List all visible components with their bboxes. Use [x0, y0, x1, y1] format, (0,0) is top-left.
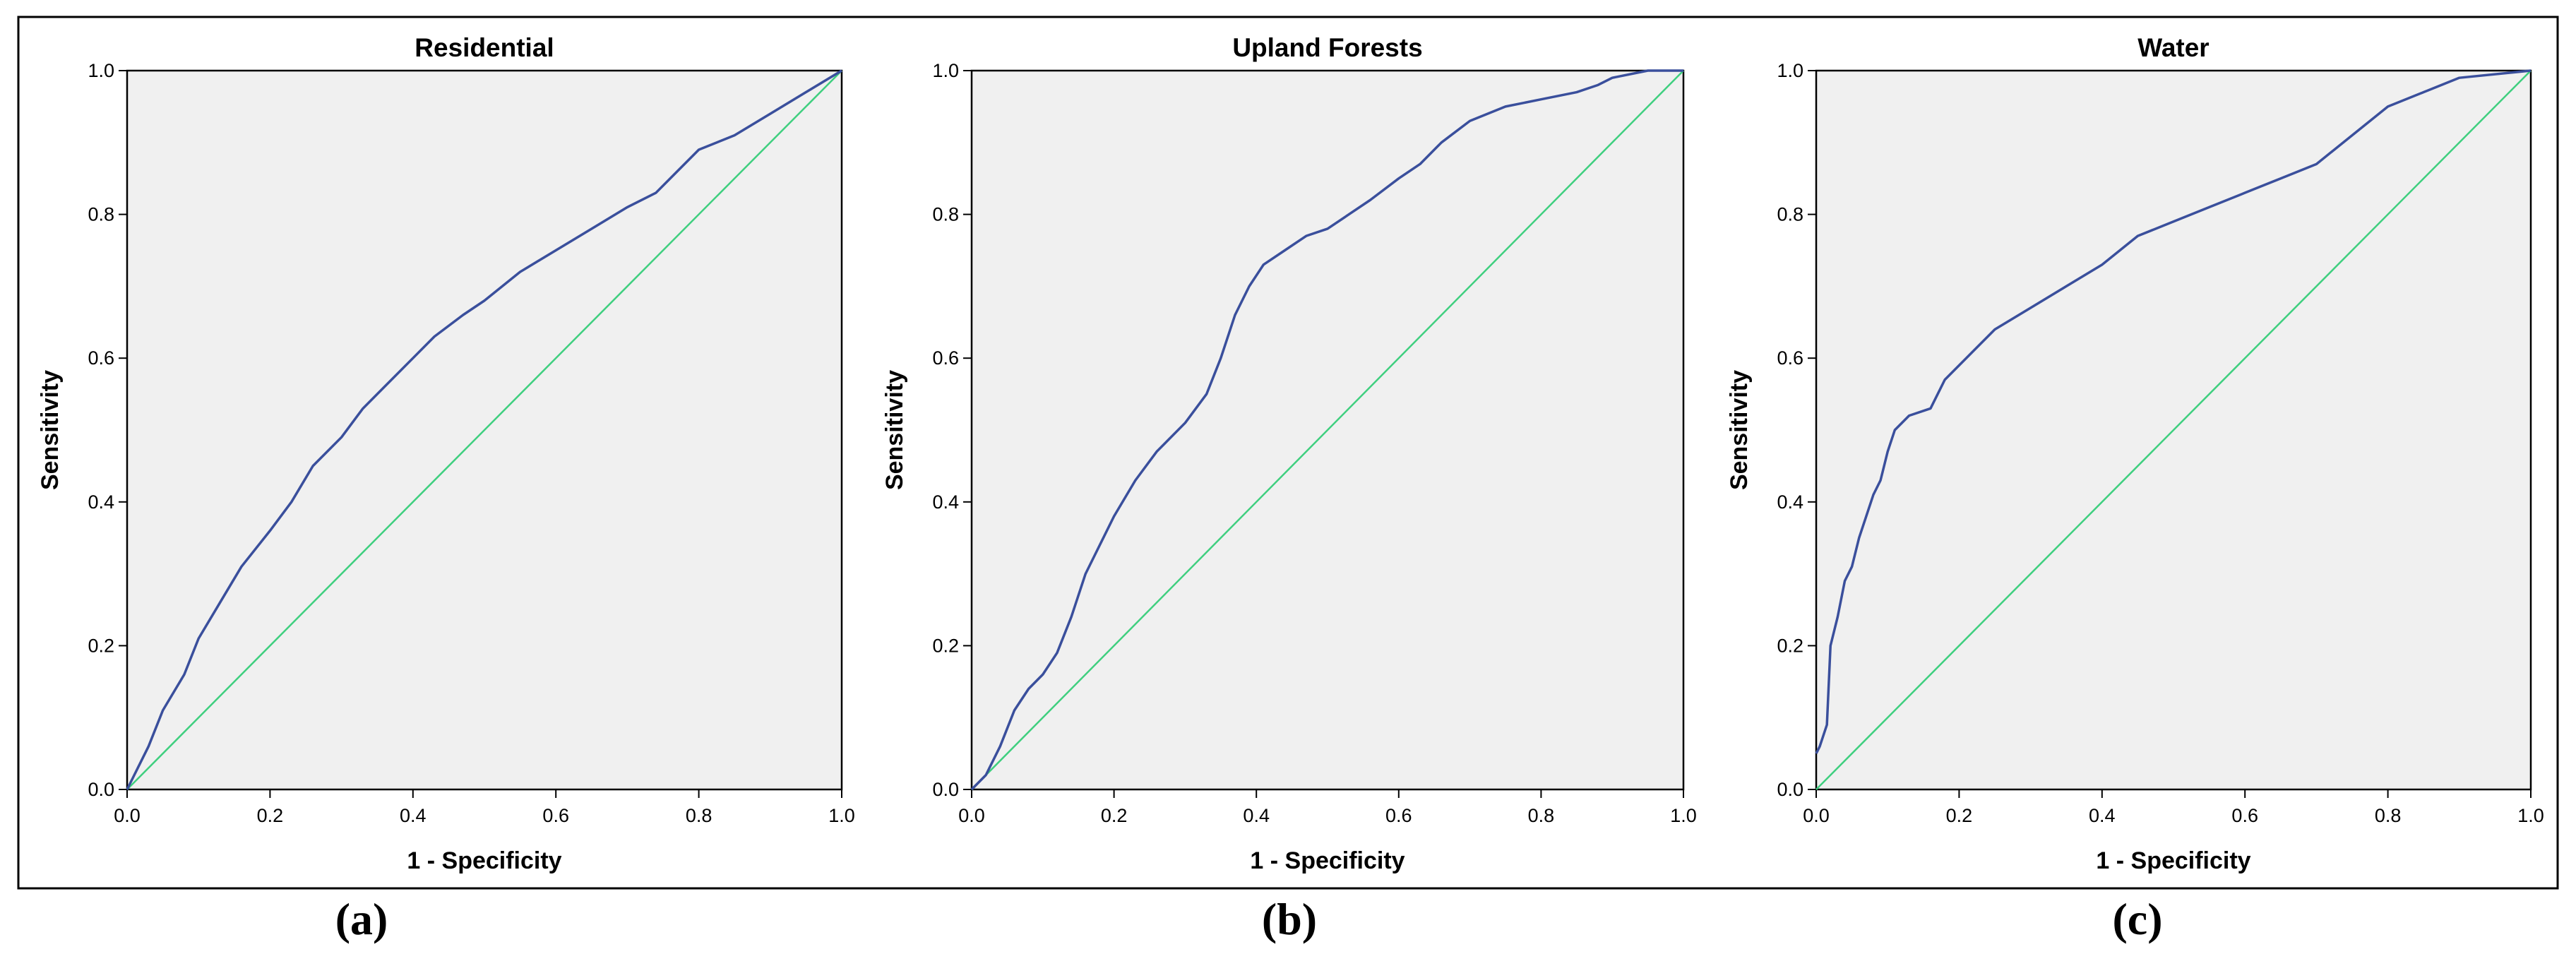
chart-0-reference-line	[126, 70, 842, 790]
chart-2-x-tick-label: 0.0	[1803, 805, 1830, 826]
chart-2-y-axis-label: Sensitivity	[1726, 370, 1753, 490]
chart-1-x-tick-label: 0.6	[1385, 805, 1412, 826]
chart-2-reference-line	[1815, 70, 2532, 790]
chart-0-y-tick-label: 0.0	[88, 779, 114, 800]
chart-2-x-tick-label: 0.4	[2089, 805, 2116, 826]
chart-1-y-tick-label: 0.2	[932, 635, 959, 656]
chart-1-x-tick-label: 0.8	[1528, 805, 1555, 826]
chart-1-reference-line	[971, 70, 1684, 790]
chart-1-x-tick-label: 0.4	[1243, 805, 1270, 826]
chart-0-x-axis-label: 1 - Specificity	[407, 847, 561, 874]
chart-1-y-tick-label: 0.8	[932, 204, 959, 225]
chart-1-x-tick-label: 0.2	[1101, 805, 1128, 826]
chart-0-y-axis-label: Sensitivity	[37, 370, 64, 490]
chart-1-roc-curve	[970, 69, 1683, 791]
chart-0-y-tick-label: 0.8	[88, 204, 114, 225]
chart-1-x-tick-label: 0.0	[958, 805, 985, 826]
chart-1-title: Upland Forests	[1232, 33, 1422, 62]
chart-2-y-tick-label: 1.0	[1777, 60, 1803, 81]
chart-0-x-tick-label: 0.4	[400, 805, 427, 826]
chart-0-x-tick-label: 1.0	[828, 805, 855, 826]
chart-1-y-tick-label: 0.0	[932, 779, 959, 800]
chart-2-y-tick-label: 0.0	[1777, 779, 1803, 800]
chart-2-y-tick-label: 0.2	[1777, 635, 1803, 656]
chart-1-y-tick-label: 1.0	[932, 60, 959, 81]
caption-c: (c)	[2112, 894, 2163, 944]
chart-2-x-tick-label: 0.2	[1946, 805, 1973, 826]
chart-1-y-axis-label: Sensitivity	[881, 370, 908, 490]
chart-0-x-tick-label: 0.6	[542, 805, 569, 826]
chart-0-y-tick-label: 0.4	[88, 491, 114, 513]
chart-1-x-tick-label: 1.0	[1670, 805, 1697, 826]
caption-a: (a)	[335, 894, 388, 944]
chart-2-x-tick-label: 1.0	[2517, 805, 2544, 826]
chart-0-x-tick-label: 0.0	[114, 805, 141, 826]
chart-2-title: Water	[2137, 33, 2209, 62]
chart-2-x-tick-label: 0.6	[2231, 805, 2258, 826]
chart-2-x-axis-label: 1 - Specificity	[2096, 847, 2250, 874]
chart-2-y-tick-label: 0.6	[1777, 347, 1803, 369]
chart-0-x-tick-label: 0.2	[257, 805, 284, 826]
chart-0-roc-curve	[126, 69, 842, 790]
chart-0-y-tick-label: 0.6	[88, 347, 114, 369]
caption-b: (b)	[1261, 894, 1318, 944]
chart-1-y-tick-label: 0.4	[932, 491, 959, 513]
chart-2-x-tick-label: 0.8	[2375, 805, 2402, 826]
chart-2-roc-curve	[1815, 69, 2532, 754]
chart-1-x-axis-label: 1 - Specificity	[1250, 847, 1405, 874]
chart-2-y-tick-label: 0.4	[1777, 491, 1803, 513]
chart-1-y-tick-label: 0.6	[932, 347, 959, 369]
chart-0-title: Residential	[415, 33, 554, 62]
chart-0-y-tick-label: 1.0	[88, 60, 114, 81]
chart-2-y-tick-label: 0.8	[1777, 204, 1803, 225]
chart-0-y-tick-label: 0.2	[88, 635, 114, 656]
figure-frame	[17, 16, 2559, 890]
chart-0-x-tick-label: 0.8	[686, 805, 712, 826]
